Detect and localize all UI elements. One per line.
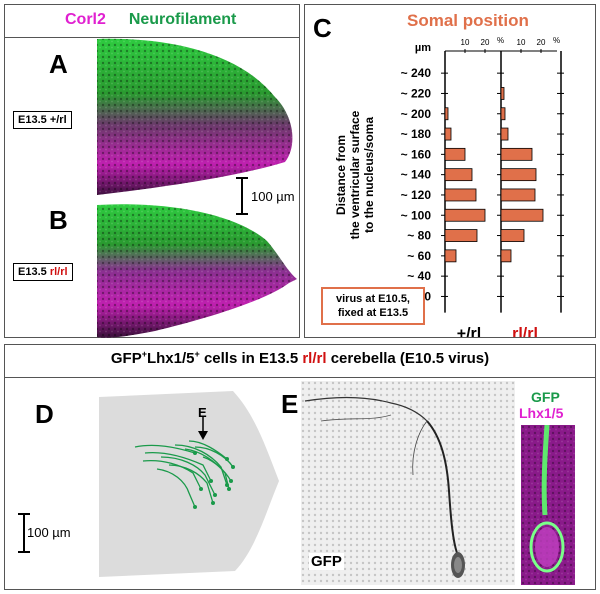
y-axis-label: Distance fromthe ventricular surfaceto t… xyxy=(334,110,376,239)
bar xyxy=(444,168,473,182)
panel-label-e: E xyxy=(281,389,299,419)
scale-label-d: 100 µm xyxy=(27,525,71,540)
gfp-label: GFP xyxy=(309,553,344,570)
x-unit-label: % xyxy=(553,36,560,45)
header-lhx: Lhx1/5 xyxy=(146,350,195,367)
panel-label-b: B xyxy=(49,205,68,235)
bar xyxy=(444,147,466,161)
y-tick-label: ~ 100 xyxy=(401,208,432,222)
header-sup2: + xyxy=(194,349,200,359)
y-tick-label: ~ 140 xyxy=(401,168,432,182)
tag-a-prefix: E13.5 xyxy=(18,114,47,126)
tag-b: E13.5 rl/rl xyxy=(13,263,73,281)
scale-d-cap-top xyxy=(18,513,30,515)
panel-label-c: C xyxy=(313,13,332,43)
arrow-label-e: E xyxy=(198,405,207,420)
x-tick-label: 20 xyxy=(537,38,546,47)
tag-a-genotype: +/rl xyxy=(49,114,67,126)
header-genotype: rl/rl xyxy=(302,350,327,367)
inset-lhx-label: Lhx1/5 xyxy=(519,405,564,421)
scale-cap-top xyxy=(236,177,248,179)
series-name: rl/rl xyxy=(512,326,538,337)
de-header-divider xyxy=(5,377,595,378)
panel-de: GFP+Lhx1/5+ cells in E13.5 rl/rl cerebel… xyxy=(4,344,596,590)
series-name: +/rl xyxy=(457,326,481,337)
panel-ab: Corl2 Neurofilament A E13.5 +/rl 100 xyxy=(4,4,300,338)
y-tick-label: ~ 180 xyxy=(401,127,432,141)
y-tick-label: ~ 220 xyxy=(401,86,432,100)
virus-note-line-1: virus at E10.5, xyxy=(336,293,410,305)
x-tick-label: 20 xyxy=(481,38,490,47)
panel-c: C Somal position µm Distance fromthe vent… xyxy=(304,4,596,338)
scale-cap-bottom xyxy=(236,213,248,215)
bar xyxy=(500,147,533,161)
y-tick-label: ~ 200 xyxy=(401,107,432,121)
bar xyxy=(500,249,512,263)
tag-b-prefix: E13.5 xyxy=(18,266,47,278)
virus-note: virus at E10.5, fixed at E13.5 xyxy=(321,287,425,325)
scale-bar-d xyxy=(23,513,25,553)
scale-label-ab: 100 µm xyxy=(251,189,295,204)
schematic-d xyxy=(99,391,279,577)
micrograph-b xyxy=(97,204,297,338)
y-tick-label: ~ 160 xyxy=(401,147,432,161)
header-text-2: cerebella (E10.5 virus) xyxy=(326,350,490,367)
micrograph-e xyxy=(301,381,515,585)
corl2-label: Corl2 xyxy=(65,11,106,28)
x-tick-label: 10 xyxy=(461,38,470,47)
bar xyxy=(500,168,537,182)
bar xyxy=(444,107,449,121)
bar xyxy=(444,229,478,242)
bar xyxy=(500,127,509,141)
header-text-1: cells in E13.5 xyxy=(199,350,303,367)
bar xyxy=(500,107,506,121)
bar xyxy=(444,208,486,222)
chart-title: Somal position xyxy=(407,11,529,30)
bar xyxy=(444,188,477,202)
scale-bar-ab xyxy=(241,177,243,215)
neurofilament-label: Neurofilament xyxy=(128,11,237,28)
y-tick-label: ~ 80 xyxy=(407,229,431,243)
bar xyxy=(444,249,457,263)
header-divider xyxy=(5,37,299,38)
y-axis-label-line: the ventricular surface xyxy=(348,110,362,239)
y-axis-label-line: Distance from xyxy=(334,135,348,215)
y-axis-label-line: to the nucleus/soma xyxy=(362,117,376,233)
y-tick-label: ~ 120 xyxy=(401,188,432,202)
y-unit-label: µm xyxy=(415,42,431,54)
scale-d-cap-bottom xyxy=(18,551,30,553)
panel-ab-header: Corl2 Neurofilament xyxy=(65,11,236,29)
micrograph-a xyxy=(97,38,293,195)
y-tick-label: ~ 240 xyxy=(401,66,432,80)
tag-b-genotype: rl/rl xyxy=(49,266,68,278)
x-tick-label: 10 xyxy=(517,38,526,47)
inset-gfp-label: GFP xyxy=(531,389,560,405)
panel-label-a: A xyxy=(49,49,68,79)
header-gfp: GFP xyxy=(110,350,142,367)
bar xyxy=(500,229,525,242)
x-unit-label: % xyxy=(497,36,504,45)
y-tick-label: ~ 40 xyxy=(407,269,431,283)
bar xyxy=(500,208,544,222)
bar xyxy=(500,188,536,202)
somal-position-chart: µm Distance fromthe ventricular surfaceto… xyxy=(334,36,564,337)
bar xyxy=(444,127,452,141)
virus-note-line-2: fixed at E13.5 xyxy=(337,307,409,319)
y-tick-label: ~ 60 xyxy=(407,249,431,263)
bar xyxy=(500,87,505,100)
inset-micrograph xyxy=(521,425,575,585)
header-sup1: + xyxy=(141,349,147,359)
panel-label-d: D xyxy=(35,399,54,429)
tag-a: E13.5 +/rl xyxy=(13,111,72,129)
panel-de-header: GFP+Lhx1/5+ cells in E13.5 rl/rl cerebel… xyxy=(5,349,595,367)
